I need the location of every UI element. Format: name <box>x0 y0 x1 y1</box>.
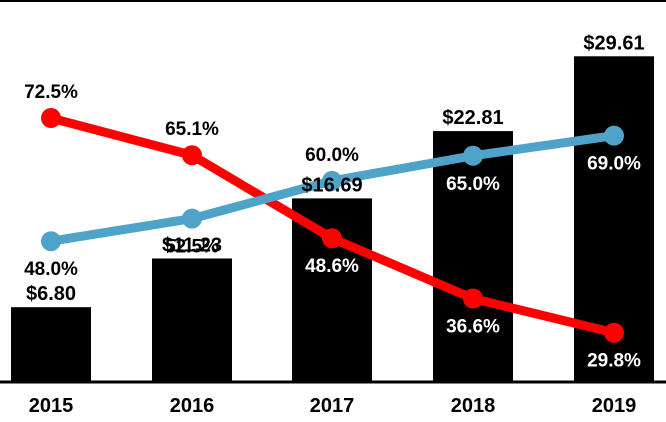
bars-layer <box>11 56 654 382</box>
point-red-2015 <box>41 108 61 129</box>
bar-2015 <box>11 307 91 382</box>
point-red-2019 <box>604 322 624 343</box>
x-tick-label: 2016 <box>170 395 215 417</box>
bar-value-label: $11.23 <box>162 234 222 256</box>
point-label: 65.1% <box>165 119 219 140</box>
point-blue-2017 <box>322 170 342 191</box>
point-blue-2018 <box>463 145 483 166</box>
point-label: 48.0% <box>24 259 78 280</box>
point-blue-2016 <box>182 208 202 229</box>
bar-value-label: $6.80 <box>26 283 76 305</box>
point-label: 60.0% <box>305 145 359 166</box>
lines-layer <box>41 108 624 343</box>
bar-2016 <box>152 258 232 382</box>
point-red-2018 <box>463 288 483 309</box>
x-tick-label: 2019 <box>592 395 637 417</box>
point-label: 69.0% <box>587 154 641 175</box>
point-red-2017 <box>322 228 342 249</box>
point-label: 29.8% <box>587 351 641 372</box>
bar-value-label: $22.81 <box>442 107 503 129</box>
point-label: 72.5% <box>24 82 78 103</box>
x-tick-label: 2017 <box>310 395 355 417</box>
bar-2018 <box>433 131 513 382</box>
x-tick-label: 2015 <box>29 395 74 417</box>
point-label: 48.6% <box>305 256 359 277</box>
labels-layer: $6.80 2015 $11.23 2016 $16.69 2017 $22.81 2018 $… <box>24 32 645 417</box>
bar-value-label: $16.69 <box>301 174 362 196</box>
point-label: 36.6% <box>446 317 500 338</box>
point-label: 65.0% <box>446 174 500 195</box>
point-blue-2015 <box>41 231 61 252</box>
point-red-2016 <box>182 145 202 166</box>
bar-value-label: $29.61 <box>583 32 644 54</box>
point-label: 52.5% <box>165 237 219 258</box>
x-tick-label: 2018 <box>451 395 496 417</box>
point-blue-2019 <box>604 125 624 146</box>
